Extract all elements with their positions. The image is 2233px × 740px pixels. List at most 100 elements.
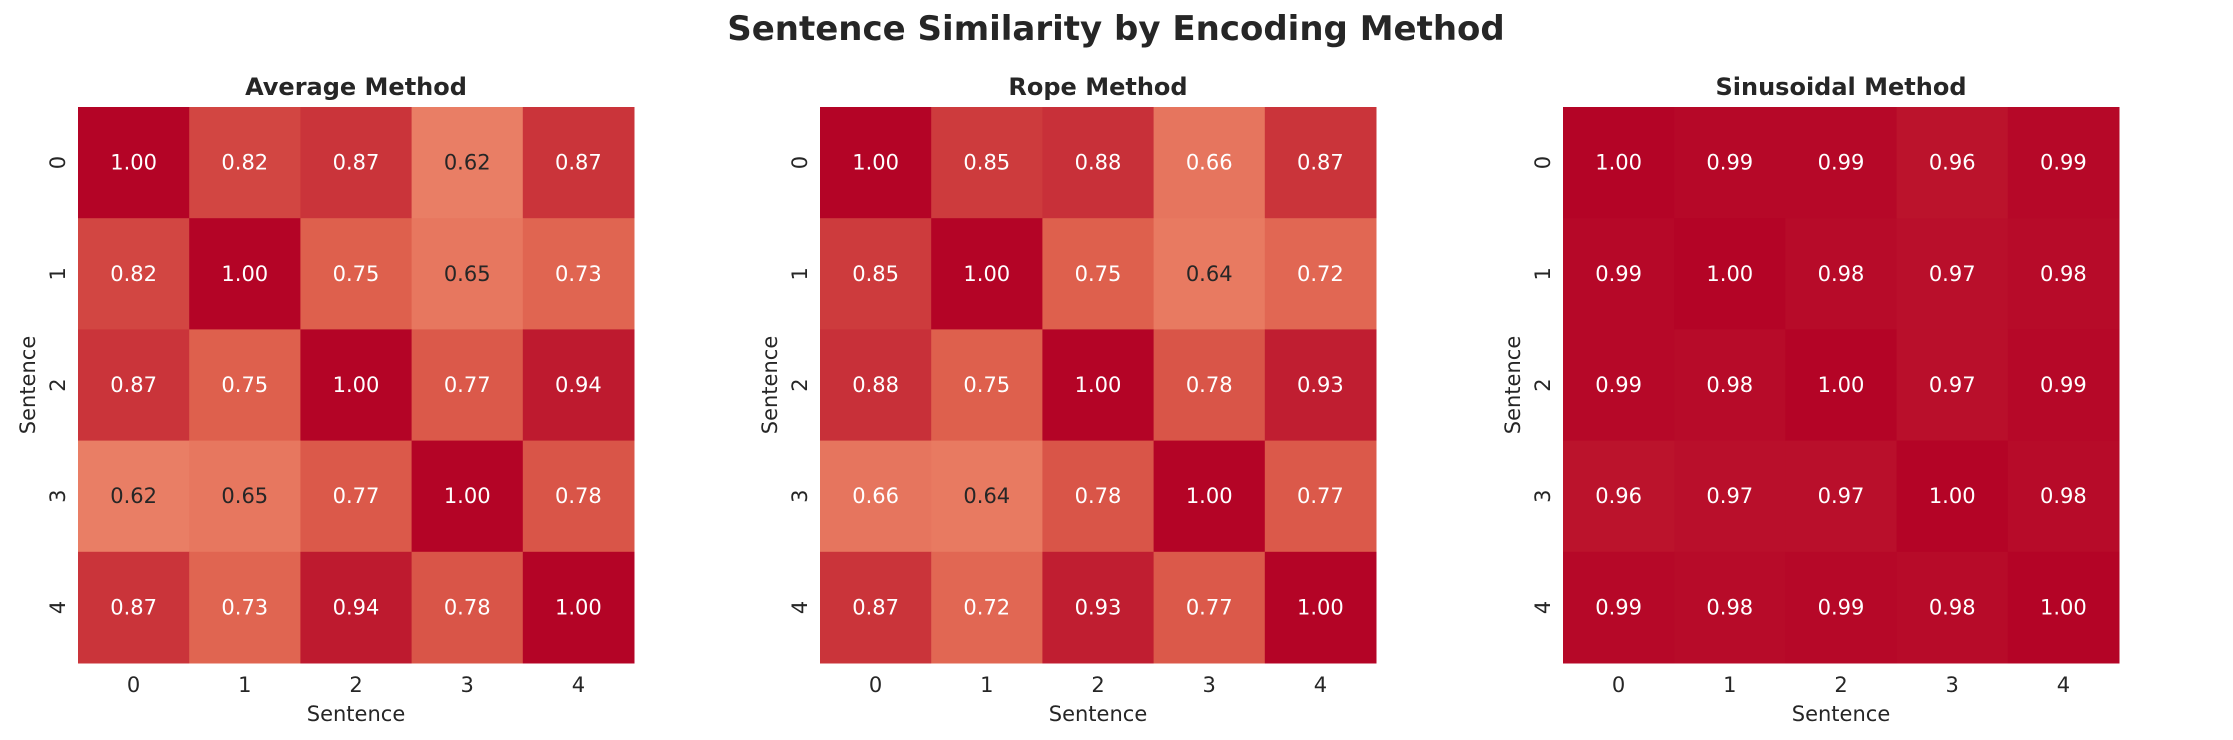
heatmap-cell <box>820 440 932 553</box>
heatmap-cell <box>300 107 413 219</box>
heatmap-cell <box>1153 218 1266 330</box>
heatmap-cell <box>189 329 301 442</box>
cell-value-label: 0.88 <box>852 373 899 397</box>
heatmap-cell <box>1264 440 1377 553</box>
x-axis-label: Sentence <box>1049 702 1148 726</box>
heatmap-cell <box>522 551 635 664</box>
y-axis-label: Sentence <box>1501 336 1525 435</box>
x-tick-label: 1 <box>1723 673 1736 697</box>
y-axis-label: Sentence <box>758 336 782 435</box>
x-tick-label: 0 <box>869 673 882 697</box>
heatmap-cell <box>1674 551 1786 664</box>
cell-value-label: 0.65 <box>444 262 491 286</box>
heatmap-cell <box>1896 440 2009 553</box>
heatmap-panel-0: Average Method 1.00 0.82 0.87 0.62 0.87 0.82 1.… <box>16 73 635 726</box>
y-tick-label: 1 <box>788 267 812 280</box>
cell-value-label: 0.97 <box>1929 262 1976 286</box>
y-tick-label: 3 <box>788 490 812 503</box>
x-tick-label: 3 <box>1946 673 1959 697</box>
cell-value-label: 0.72 <box>963 595 1010 619</box>
x-tick-label: 2 <box>1834 673 1847 697</box>
cell-value-label: 0.99 <box>2040 151 2087 175</box>
heatmap-cell <box>189 551 301 664</box>
cell-value-label: 0.78 <box>444 595 491 619</box>
cell-value-label: 1.00 <box>444 484 491 508</box>
heatmap-cell <box>78 107 190 219</box>
y-tick-label: 4 <box>1531 601 1555 614</box>
heatmap-cell <box>820 329 932 442</box>
cell-value-label: 0.98 <box>2040 262 2087 286</box>
cell-value-label: 0.77 <box>444 373 491 397</box>
heatmap-cell <box>1042 107 1155 219</box>
heatmap-cell <box>1674 440 1786 553</box>
heatmap-cell <box>2007 329 2120 442</box>
x-axis-label: Sentence <box>1792 702 1891 726</box>
cell-value-label: 0.94 <box>333 595 380 619</box>
y-tick-label: 3 <box>1531 490 1555 503</box>
y-tick-label: 1 <box>46 267 70 280</box>
cell-value-label: 0.87 <box>110 373 157 397</box>
cell-value-label: 0.85 <box>963 151 1010 175</box>
cell-value-label: 1.00 <box>852 151 899 175</box>
heatmap-cell <box>1896 107 2009 219</box>
cell-value-label: 0.64 <box>1186 262 1233 286</box>
heatmap-cell <box>1153 107 1266 219</box>
heatmap-cell <box>1264 218 1377 330</box>
y-tick-label: 2 <box>788 378 812 391</box>
heatmap-cell <box>300 329 413 442</box>
cell-value-label: 1.00 <box>2040 595 2087 619</box>
heatmap-cell <box>522 107 635 219</box>
cell-value-label: 0.97 <box>1818 484 1865 508</box>
heatmap-cell <box>1785 329 1898 442</box>
cell-value-label: 0.96 <box>1595 484 1642 508</box>
heatmap-cell <box>931 329 1043 442</box>
heatmap-cell <box>1674 329 1786 442</box>
figure-title: Sentence Similarity by Encoding Method <box>727 9 1505 49</box>
cell-value-label: 0.98 <box>1818 262 1865 286</box>
heatmap-cell <box>411 329 524 442</box>
x-tick-label: 4 <box>1314 673 1327 697</box>
cell-value-label: 0.72 <box>1297 262 1344 286</box>
heatmap-cell <box>189 107 301 219</box>
cell-value-label: 0.99 <box>1706 151 1753 175</box>
cell-value-label: 0.78 <box>1186 373 1233 397</box>
heatmap-cell <box>300 218 413 330</box>
cell-value-label: 0.77 <box>333 484 380 508</box>
cell-value-label: 0.64 <box>963 484 1010 508</box>
heatmap-cell <box>931 218 1043 330</box>
heatmap-cell <box>1042 218 1155 330</box>
heatmap-panel-2: Sinusoidal Method 1.00 0.99 0.99 0.96 0.99 0.9… <box>1501 73 2120 726</box>
heatmap-cell <box>1785 551 1898 664</box>
heatmap-cell <box>1563 329 1675 442</box>
heatmap-cell <box>78 440 190 553</box>
cell-value-label: 0.98 <box>1706 595 1753 619</box>
cell-value-label: 0.82 <box>221 151 268 175</box>
heatmap-cell <box>1563 440 1675 553</box>
cell-value-label: 0.75 <box>221 373 268 397</box>
cell-value-label: 0.62 <box>444 151 491 175</box>
x-tick-label: 1 <box>980 673 993 697</box>
heatmap-cell <box>78 218 190 330</box>
heatmap-cell <box>820 218 932 330</box>
panel-title: Sinusoidal Method <box>1715 73 1966 101</box>
cell-value-label: 0.99 <box>1595 262 1642 286</box>
cell-value-label: 0.85 <box>852 262 899 286</box>
cell-value-label: 0.87 <box>852 595 899 619</box>
cell-value-label: 0.66 <box>1186 151 1233 175</box>
cell-value-label: 0.77 <box>1186 595 1233 619</box>
heatmap-cell <box>1674 218 1786 330</box>
y-tick-label: 4 <box>788 601 812 614</box>
y-tick-label: 0 <box>46 156 70 169</box>
cell-value-label: 1.00 <box>1075 373 1122 397</box>
cell-value-label: 0.65 <box>221 484 268 508</box>
heatmap-cell <box>820 551 932 664</box>
heatmap-cell <box>78 551 190 664</box>
heatmap-cell <box>1785 107 1898 219</box>
cell-value-label: 0.78 <box>1075 484 1122 508</box>
heatmap-cell <box>2007 551 2120 664</box>
cell-value-label: 0.93 <box>1297 373 1344 397</box>
cell-value-label: 1.00 <box>1818 373 1865 397</box>
cell-value-label: 1.00 <box>1706 262 1753 286</box>
heatmap-cell <box>931 107 1043 219</box>
